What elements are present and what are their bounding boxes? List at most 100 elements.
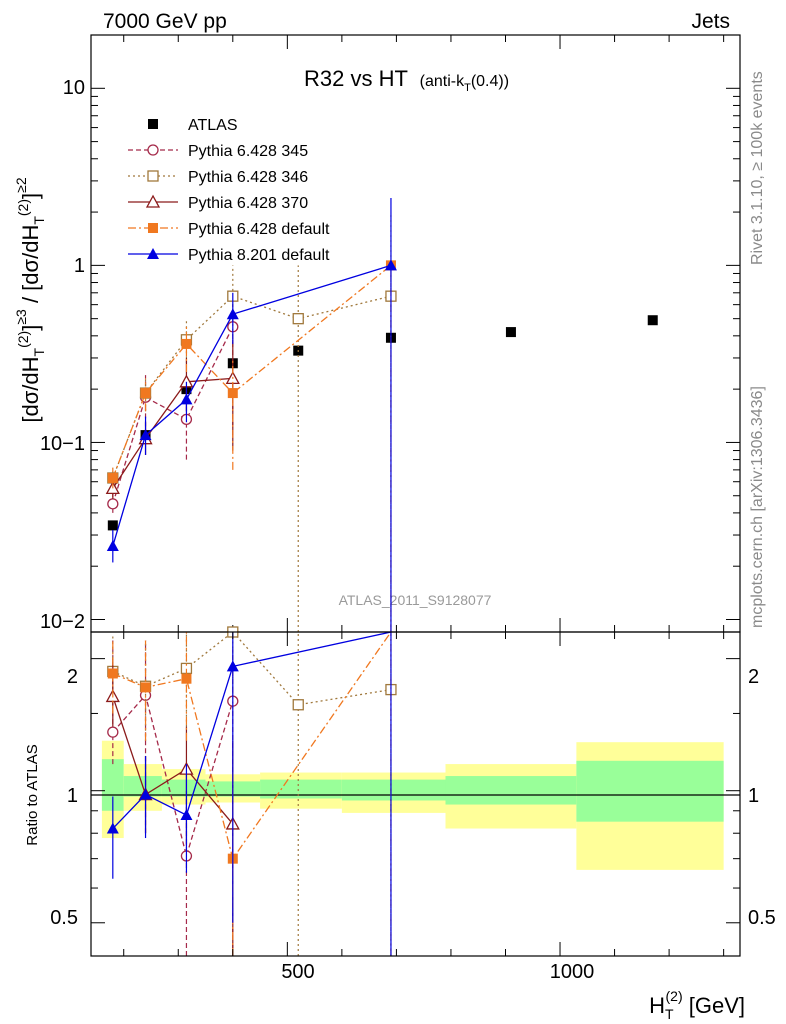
legend-marker bbox=[147, 248, 159, 259]
ratio-point bbox=[181, 673, 192, 684]
header-left: 7000 GeV pp bbox=[103, 10, 227, 33]
legend-marker bbox=[148, 223, 158, 233]
x-tick-labels: 500 1000 bbox=[281, 961, 594, 983]
data-point bbox=[384, 259, 397, 271]
legend-label: ATLAS bbox=[188, 117, 238, 134]
side-label-rivet: Rivet 3.1.10, ≥ 100k events bbox=[749, 71, 766, 265]
ratio-y-tick-2-right: 2 bbox=[748, 666, 759, 688]
main-series-layer bbox=[105, 198, 658, 632]
ratio-y-tick-labels-right: 2 1 0.5 bbox=[748, 666, 776, 929]
ratio-point bbox=[107, 668, 118, 679]
legend-marker bbox=[147, 144, 159, 156]
ratio-y-axis-label: Ratio to ATLAS bbox=[24, 744, 41, 845]
legend-label: Pythia 6.428 370 bbox=[188, 195, 308, 212]
data-point bbox=[505, 327, 516, 338]
ratio-point bbox=[226, 660, 239, 672]
chart-title-suffix-end: (0.4)) bbox=[471, 73, 509, 90]
legend-marker bbox=[145, 194, 161, 208]
series-pythia-8-201-default bbox=[106, 198, 397, 632]
y-tick-0-01: 10−2 bbox=[40, 611, 85, 633]
y-tick-1: 1 bbox=[74, 255, 85, 277]
y-tick-10: 10 bbox=[63, 77, 85, 99]
band-green bbox=[101, 759, 124, 811]
series-line bbox=[112, 264, 392, 479]
legend-marker bbox=[147, 170, 159, 182]
legend-label: Pythia 6.428 345 bbox=[188, 143, 308, 160]
legend-label: Pythia 6.428 346 bbox=[188, 169, 308, 186]
band-green bbox=[445, 776, 577, 805]
series-line bbox=[112, 326, 234, 505]
main-y-tick-labels: 10 1 10−1 10−2 bbox=[40, 77, 85, 633]
legend: ATLAS Pythia 6.428 345 Pythia 6.428 346 Pyt… bbox=[128, 117, 330, 264]
data-point bbox=[647, 315, 658, 326]
ratio-line bbox=[112, 696, 234, 825]
series-pythia-6-428-345 bbox=[107, 304, 239, 513]
data-point bbox=[140, 388, 151, 399]
series-line bbox=[112, 264, 392, 547]
x-axis-label: HT(2) [GeV] bbox=[649, 988, 745, 1022]
side-label-mcplots: mcplots.cern.ch [arXiv:1306.3436] bbox=[749, 386, 766, 628]
chart-watermark: ATLAS_2011_S9128077 bbox=[339, 592, 492, 608]
ratio-series-layer bbox=[105, 626, 397, 956]
main-y-axis-label: [dσ/dHT(2)]≥3 / [dσ/dHT(2)]≥2 bbox=[13, 177, 47, 422]
ratio-point bbox=[140, 682, 151, 693]
ratio-line bbox=[112, 631, 392, 861]
ratio-panel: 2 1 0.5 2 1 0.5 500 1000 Ratio to ATLAS … bbox=[24, 626, 776, 1022]
ratio-line bbox=[112, 631, 392, 706]
ratio-point bbox=[107, 726, 119, 738]
data-point bbox=[106, 540, 119, 552]
series-pythia-6-428-370 bbox=[105, 339, 240, 499]
ratio-point bbox=[292, 699, 304, 711]
chart-title: R32 vs HT (anti-kT(0.4)) bbox=[304, 66, 509, 94]
x-tick-1000: 1000 bbox=[550, 961, 595, 983]
ratio-y-tick-2: 2 bbox=[67, 666, 78, 688]
svg-text:HT(2) [GeV]: HT(2) [GeV] bbox=[649, 988, 745, 1022]
chart-title-suffix-sub: T bbox=[464, 82, 471, 94]
ratio-point bbox=[139, 788, 152, 800]
data-point bbox=[181, 338, 192, 349]
x-tick-500: 500 bbox=[281, 961, 314, 983]
band-green bbox=[576, 760, 724, 822]
ratio-axis-ticks bbox=[91, 632, 740, 956]
main-axis-ticks bbox=[91, 34, 740, 632]
data-point bbox=[292, 313, 304, 325]
legend-item-pythia-6-428-345: Pythia 6.428 345 bbox=[128, 143, 308, 160]
series-line bbox=[112, 295, 392, 479]
legend-label: Pythia 6.428 default bbox=[188, 221, 330, 238]
data-point bbox=[226, 308, 239, 320]
band-green bbox=[260, 779, 342, 799]
data-point bbox=[107, 472, 118, 483]
legend-item-pythia-8-201-default: Pythia 8.201 default bbox=[128, 247, 330, 264]
legend-item-atlas: ATLAS bbox=[148, 117, 238, 134]
ratio-plot-frame bbox=[90, 631, 741, 957]
data-point bbox=[107, 498, 119, 510]
data-point bbox=[227, 388, 238, 399]
svg-text:R32 vs HT (anti-kT(0.4: R32 vs HT (anti-kT(0.4)) bbox=[304, 66, 509, 94]
legend-label: Pythia 8.201 default bbox=[188, 247, 330, 264]
series-pythia-6-428-default bbox=[107, 260, 396, 632]
band-green bbox=[161, 779, 206, 797]
ratio-uncertainty-bands bbox=[101, 740, 724, 870]
ratio-line bbox=[112, 693, 234, 859]
main-panel: 10 1 10−1 10−2 ATLAS_2011_S9128077 R32 v… bbox=[40, 34, 741, 633]
legend-item-pythia-6-428-default: Pythia 6.428 default bbox=[128, 221, 330, 238]
legend-item-pythia-6-428-370: Pythia 6.428 370 bbox=[128, 194, 308, 212]
svg-text:[dσ/dHT(2)]≥3 / [dσ/dHT(2)]≥2: [dσ/dHT(2)]≥3 / [dσ/dHT(2)]≥2 bbox=[13, 177, 47, 422]
data-point bbox=[139, 429, 152, 441]
data-point bbox=[107, 520, 118, 531]
data-point bbox=[180, 393, 193, 405]
header-right: Jets bbox=[691, 10, 730, 33]
ratio-y-tick-labels-left: 2 1 0.5 bbox=[50, 666, 78, 929]
series-line bbox=[112, 377, 233, 489]
chart-title-main: R32 vs HT bbox=[304, 66, 408, 91]
legend-item-pythia-6-428-346: Pythia 6.428 346 bbox=[128, 169, 308, 186]
ratio-y-tick-1-right: 1 bbox=[748, 785, 759, 807]
band-green bbox=[341, 779, 446, 801]
ratio-y-tick-0-5: 0.5 bbox=[50, 907, 78, 929]
ratio-y-tick-0-5-right: 0.5 bbox=[748, 907, 776, 929]
legend-marker bbox=[148, 119, 158, 129]
ratio-point bbox=[180, 809, 193, 821]
y-tick-0-1: 10−1 bbox=[40, 433, 85, 455]
ratio-series-pythia-8-201-default bbox=[106, 631, 392, 956]
